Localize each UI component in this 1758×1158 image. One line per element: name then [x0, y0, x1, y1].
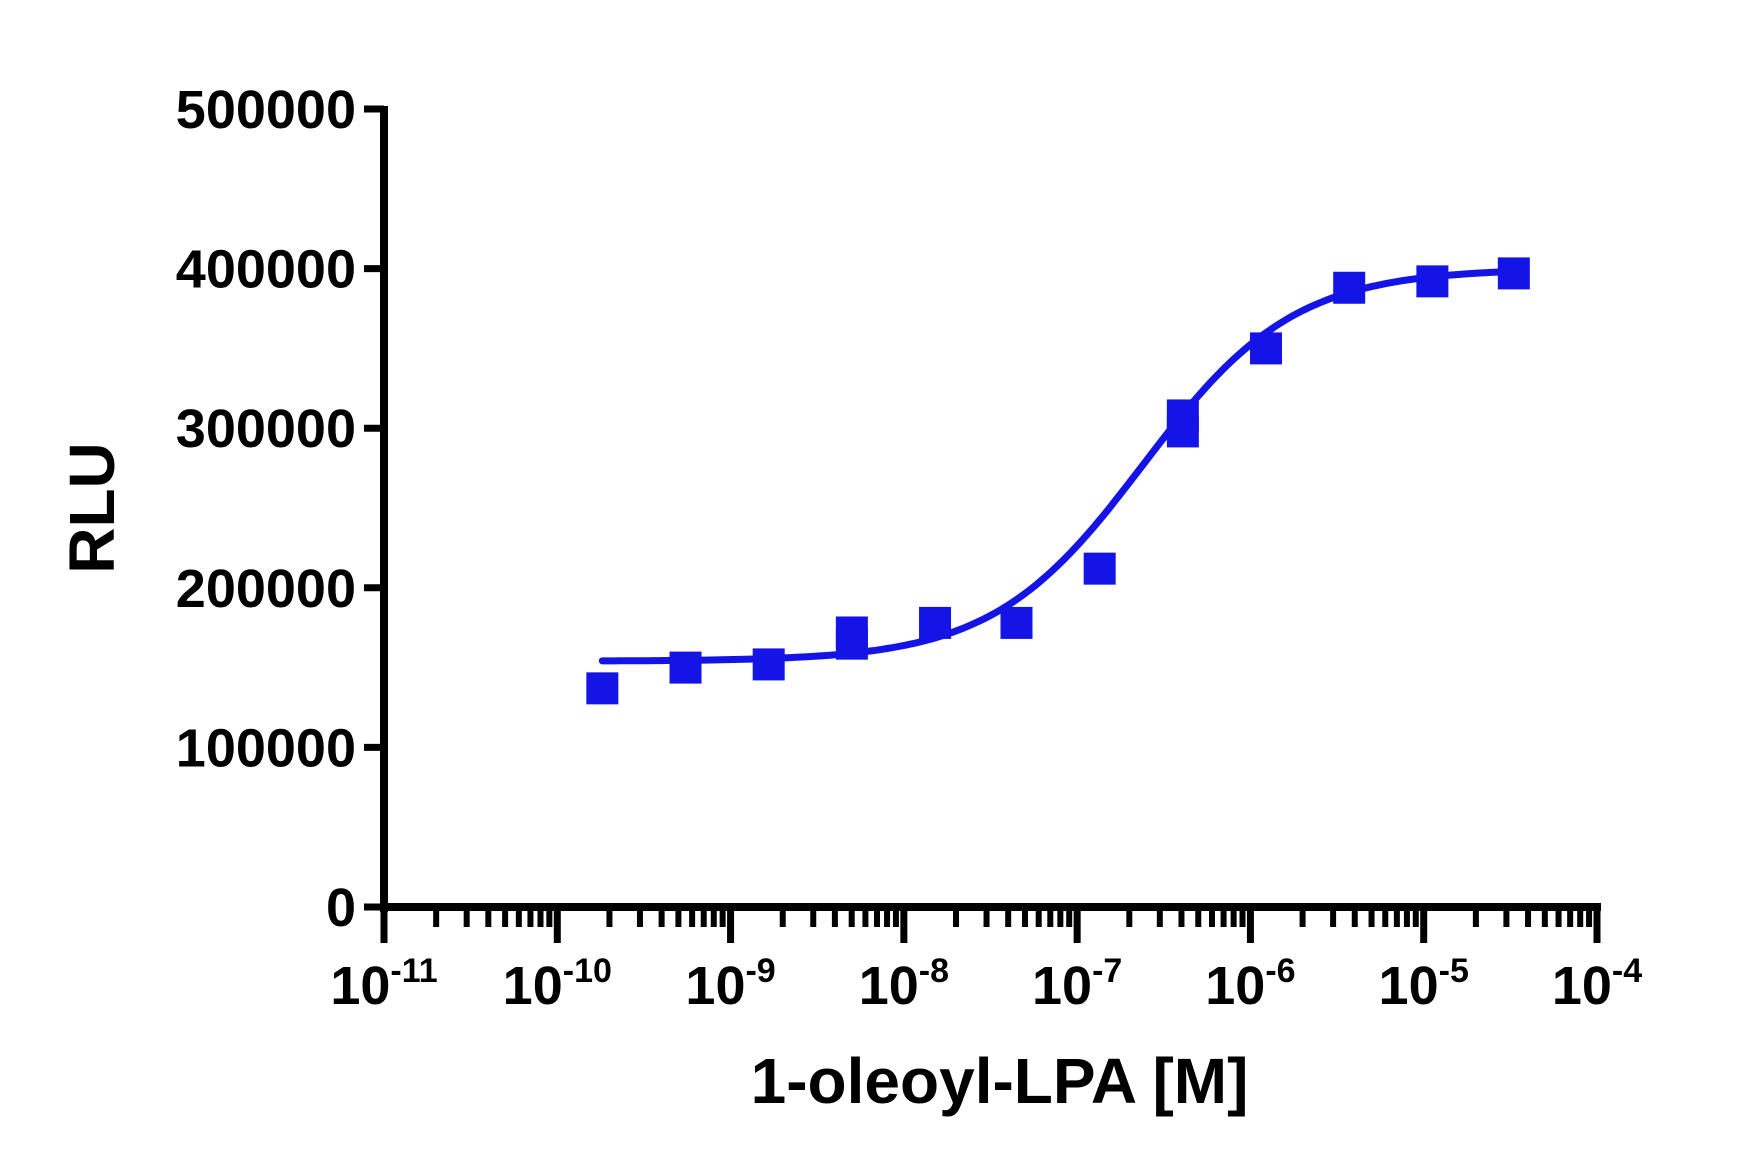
- data-point: [586, 672, 619, 705]
- data-point: [1000, 606, 1033, 639]
- y-tick-label: 500000: [176, 80, 356, 140]
- data-point: [752, 648, 785, 681]
- fit-curve: [598, 267, 1518, 665]
- y-tick-label: 400000: [176, 240, 356, 300]
- data-point: [835, 616, 868, 649]
- axes-layer: [364, 105, 1601, 943]
- x-tick-label: 10-7: [1032, 952, 1122, 1016]
- x-tick-label: 10-11: [330, 952, 437, 1016]
- data-point: [1416, 265, 1449, 298]
- x-axis-title: 1-oleoyl-LPA [M]: [751, 1045, 1249, 1117]
- x-tick-label: 10-10: [503, 952, 612, 1016]
- data-point: [1333, 271, 1366, 304]
- x-tick-label: 10-5: [1379, 952, 1469, 1016]
- x-tick-label: 10-9: [685, 952, 775, 1016]
- x-tick-label: 10-6: [1205, 952, 1295, 1016]
- data-point: [1083, 552, 1116, 585]
- fit-curve-layer: [598, 267, 1518, 665]
- labels-layer: 0 100000 200000 300000 400000 500000 10-11 10-1…: [56, 80, 1642, 1117]
- data-point: [1250, 332, 1283, 365]
- y-tick-label: 100000: [176, 718, 356, 778]
- data-point: [919, 606, 952, 639]
- y-tick-label: 0: [326, 878, 356, 938]
- y-axis-title: RLU: [56, 442, 128, 574]
- data-points-layer: [586, 257, 1530, 705]
- data-point: [1166, 399, 1199, 432]
- y-tick-label: 300000: [176, 399, 356, 459]
- x-tick-label: 10-4: [1552, 952, 1642, 1016]
- data-point: [1497, 257, 1530, 290]
- x-tick-label: 10-8: [859, 952, 949, 1016]
- data-point: [669, 651, 702, 684]
- y-tick-label: 200000: [176, 559, 356, 619]
